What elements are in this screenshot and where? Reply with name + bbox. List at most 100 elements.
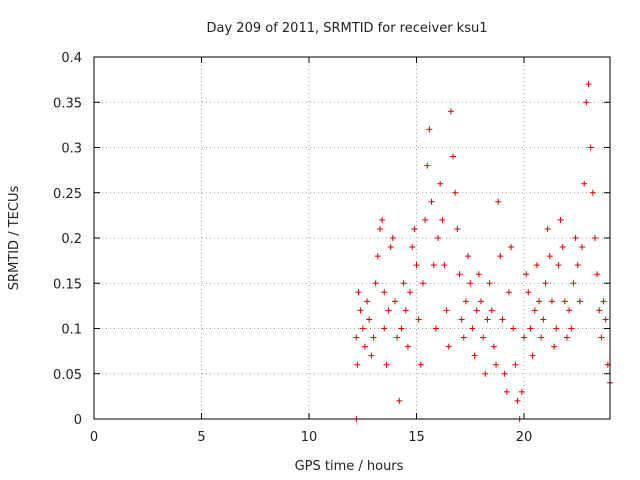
data-point bbox=[452, 189, 459, 196]
data-point bbox=[460, 334, 467, 341]
data-point bbox=[372, 280, 379, 287]
data-point bbox=[368, 352, 375, 359]
data-point bbox=[428, 198, 435, 205]
data-point bbox=[471, 352, 478, 359]
data-point bbox=[576, 298, 583, 305]
data-point bbox=[439, 216, 446, 223]
data-point bbox=[533, 262, 540, 269]
data-point bbox=[570, 280, 577, 287]
data-point bbox=[514, 397, 521, 404]
data-point bbox=[357, 307, 364, 314]
data-point bbox=[536, 298, 543, 305]
data-point bbox=[572, 235, 579, 241]
data-point bbox=[594, 271, 601, 278]
data-point bbox=[512, 361, 519, 368]
data-point bbox=[525, 289, 532, 296]
x-tick-label: 5 bbox=[197, 430, 205, 445]
data-points bbox=[353, 81, 613, 422]
data-point bbox=[454, 225, 461, 232]
data-point bbox=[413, 262, 420, 269]
data-point bbox=[503, 388, 510, 395]
grid bbox=[94, 57, 610, 419]
data-point bbox=[475, 271, 482, 278]
data-point bbox=[581, 180, 588, 187]
data-point bbox=[411, 225, 418, 232]
data-point bbox=[385, 307, 392, 314]
data-point bbox=[361, 343, 368, 350]
data-point bbox=[402, 307, 409, 314]
data-point bbox=[583, 99, 590, 106]
data-point bbox=[383, 361, 390, 368]
data-point bbox=[441, 262, 448, 269]
data-point bbox=[495, 198, 502, 205]
data-point bbox=[473, 307, 480, 314]
data-point bbox=[450, 153, 457, 160]
data-point bbox=[585, 81, 592, 88]
data-point bbox=[587, 144, 594, 151]
data-point bbox=[505, 289, 512, 296]
data-point bbox=[484, 316, 491, 323]
data-point bbox=[400, 280, 407, 287]
data-point bbox=[355, 289, 362, 296]
y-tick-label: 0.35 bbox=[53, 96, 82, 111]
data-point bbox=[510, 325, 517, 332]
data-point bbox=[389, 235, 396, 241]
data-point bbox=[518, 388, 525, 395]
data-point bbox=[394, 334, 401, 341]
data-point bbox=[417, 361, 424, 368]
data-point bbox=[493, 361, 500, 368]
data-point bbox=[551, 343, 558, 350]
data-point bbox=[445, 343, 452, 350]
data-point bbox=[538, 334, 545, 341]
y-tick-label: 0.3 bbox=[61, 142, 82, 157]
data-point bbox=[497, 253, 504, 260]
data-point bbox=[559, 244, 566, 251]
series-ksu1 bbox=[353, 81, 613, 422]
y-tick-label: 0.05 bbox=[53, 368, 82, 383]
data-point bbox=[409, 244, 416, 251]
data-point bbox=[531, 307, 538, 314]
data-point bbox=[568, 325, 575, 332]
data-point bbox=[419, 280, 426, 287]
data-point bbox=[443, 307, 450, 314]
data-point bbox=[574, 262, 581, 269]
data-point bbox=[404, 343, 411, 350]
data-point bbox=[467, 280, 474, 287]
data-point bbox=[469, 325, 476, 332]
data-point bbox=[396, 397, 403, 404]
y-axis-label: SRMTID / TECUs bbox=[7, 186, 22, 291]
data-point bbox=[596, 307, 603, 314]
data-point bbox=[415, 316, 422, 323]
data-point bbox=[392, 298, 398, 305]
data-point bbox=[480, 334, 487, 341]
data-point bbox=[478, 298, 484, 305]
data-point bbox=[379, 216, 386, 223]
data-point bbox=[508, 244, 515, 251]
data-point bbox=[501, 370, 508, 377]
x-tick-label: 10 bbox=[301, 430, 318, 445]
chart-title: Day 209 of 2011, SRMTID for receiver ksu… bbox=[207, 21, 488, 36]
y-tick-label: 0.25 bbox=[53, 187, 82, 202]
data-point bbox=[591, 235, 598, 241]
data-point bbox=[548, 298, 555, 305]
y-tick-label: 0.1 bbox=[61, 323, 82, 338]
data-point bbox=[566, 307, 573, 314]
data-point bbox=[600, 298, 607, 305]
data-point bbox=[557, 216, 564, 223]
data-point bbox=[553, 325, 560, 332]
data-point bbox=[430, 262, 437, 269]
data-point bbox=[370, 334, 377, 341]
data-point bbox=[499, 316, 506, 323]
data-point bbox=[561, 298, 568, 305]
data-point bbox=[546, 253, 553, 260]
data-point bbox=[432, 325, 439, 332]
y-tick-label: 0.2 bbox=[61, 232, 82, 247]
data-point bbox=[529, 352, 536, 359]
data-point bbox=[374, 253, 381, 260]
data-point bbox=[381, 325, 388, 332]
data-point bbox=[387, 244, 394, 251]
x-axis-ticks: 0 5 10 15 20 bbox=[90, 57, 532, 445]
data-point bbox=[462, 298, 469, 305]
data-point bbox=[527, 325, 534, 332]
